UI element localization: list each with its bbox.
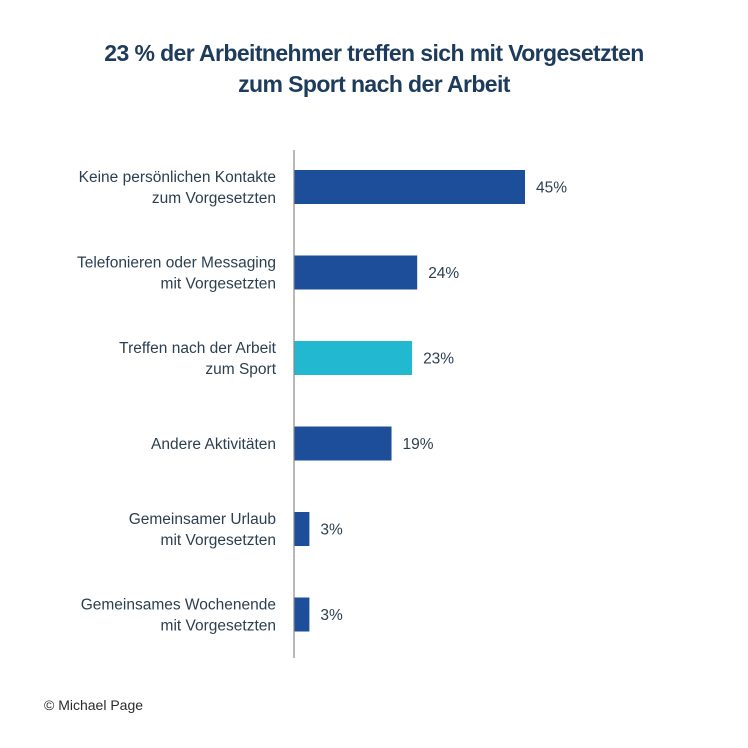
category-label-1: Keine persönlichen Kontakte zum Vorgesetz…	[79, 169, 276, 207]
category-label-line: Telefonieren oder Messaging	[77, 255, 276, 272]
bar-1	[294, 170, 525, 204]
bar-5	[294, 512, 310, 546]
value-label-4: 19%	[403, 436, 434, 453]
value-label-3: 23%	[423, 351, 454, 368]
bar-2	[294, 255, 418, 290]
category-label-line: mit Vorgesetzten	[161, 532, 276, 549]
category-label-2: Telefonieren oder Messaging mit Vorgesetz…	[77, 255, 276, 293]
category-label-line: Andere Aktivitäten	[151, 436, 276, 453]
category-label-line: Gemeinsamer Urlaub	[129, 511, 276, 528]
value-label-6: 3%	[320, 607, 343, 624]
value-label-5: 3%	[320, 522, 343, 539]
category-label-line: mit Vorgesetzten	[161, 618, 276, 635]
bar-3	[294, 341, 413, 375]
category-label-line: Keine persönlichen Kontakte	[79, 169, 276, 186]
category-label-6: Gemeinsames Wochenende mit Vorgesetzten	[81, 597, 276, 635]
value-label-2: 24%	[428, 265, 459, 282]
bar-4	[294, 426, 392, 461]
category-label-5: Gemeinsamer Urlaub mit Vorgesetzten	[129, 511, 276, 549]
category-label-line: Gemeinsames Wochenende	[81, 597, 276, 614]
category-label-line: zum Vorgesetzten	[152, 190, 276, 207]
chart-title: 23 % der Arbeitnehmer treffen sich mit V…	[0, 38, 748, 100]
category-label-3: Treffen nach der Arbeit zum Sport	[119, 340, 277, 378]
bar-6	[294, 597, 310, 632]
value-label-1: 45%	[536, 180, 567, 197]
category-label-4: Andere Aktivitäten	[151, 436, 276, 453]
copyright-notice: © Michael Page	[44, 697, 144, 713]
category-label-line: zum Sport	[205, 361, 276, 378]
category-label-line: mit Vorgesetzten	[161, 276, 276, 293]
chart-title-line-1: 23 % der Arbeitnehmer treffen sich mit V…	[104, 40, 644, 66]
chart-title-line-2: zum Sport nach der Arbeit	[238, 71, 510, 97]
category-label-line: Treffen nach der Arbeit	[119, 340, 277, 357]
